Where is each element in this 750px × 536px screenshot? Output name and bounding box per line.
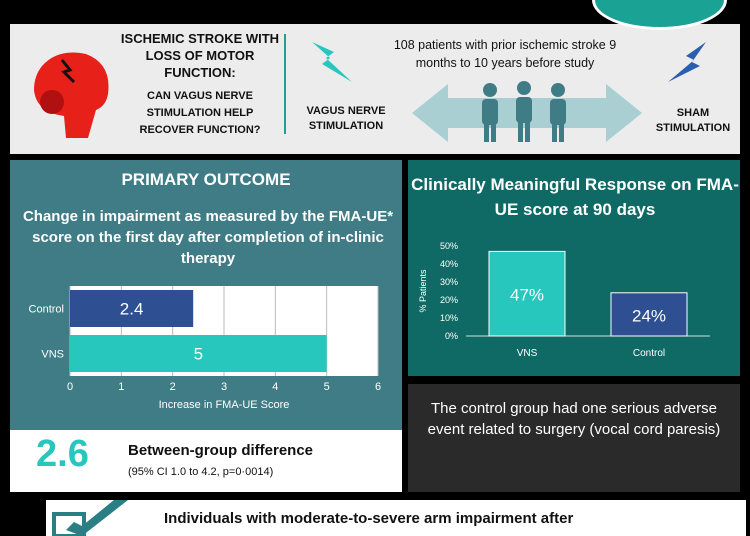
x-tick-label: 3 — [221, 381, 227, 393]
blue-lightning-icon — [668, 42, 706, 82]
randomization-arrow — [412, 81, 642, 142]
bar — [70, 335, 327, 372]
x-tick-label: 1 — [118, 381, 124, 393]
y-category-label: Control — [29, 304, 64, 316]
x-category-label: VNS — [517, 348, 538, 359]
bar — [488, 250, 566, 337]
x-tick-label: 5 — [324, 381, 330, 393]
difference-ci: (95% CI 1.0 to 4.2, p=0·0014) — [128, 466, 274, 478]
vns-arm-label: VAGUS NERVE STIMULATION — [306, 105, 386, 132]
bar-value-label: 24% — [632, 306, 666, 325]
primary-outcome-subtitle: Change in impairment as measured by the … — [22, 208, 394, 267]
response-panel — [408, 160, 740, 376]
y-tick-label: 10% — [440, 313, 458, 323]
x-tick-label: 2 — [170, 381, 176, 393]
x-axis-label: Increase in FMA-UE Score — [159, 399, 290, 411]
sham-arm-label: SHAM STIMULATION — [655, 107, 731, 134]
bar — [70, 290, 194, 327]
difference-value: 2.6 — [36, 433, 89, 475]
adverse-event-text: The control group had one serious advers… — [427, 400, 721, 438]
y-tick-label: 50% — [440, 241, 458, 251]
x-tick-label: 0 — [67, 381, 73, 393]
checkmark-icon — [52, 500, 128, 536]
primary-outcome-title: PRIMARY OUTCOME — [121, 170, 291, 189]
conclusion-text: Individuals with moderate-to-severe arm … — [164, 510, 574, 527]
bar-value-label: 2.4 — [120, 300, 144, 319]
response-chart: 0% 10% 20% 30% 40% 50% % Patients 47% VNS 24% Cont… — [418, 241, 710, 359]
conclusion-panel — [46, 500, 746, 536]
bar-value-label: 47% — [510, 286, 544, 305]
x-tick-label: 6 — [375, 381, 381, 393]
study-design-text: 108 patients with prior ischemic stroke … — [393, 38, 617, 70]
question-subtitle: CAN VAGUS NERVE STIMULATION HELP RECOVER… — [139, 90, 261, 136]
y-tick-label: 0% — [445, 331, 458, 341]
difference-panel — [10, 430, 402, 492]
brain-icon — [34, 52, 109, 138]
bar-value-label: 5 — [194, 345, 203, 364]
y-category-label: VNS — [41, 349, 64, 361]
response-title: Clinically Meaningful Response on FMA-UE… — [411, 175, 739, 219]
y-tick-label: 30% — [440, 277, 458, 287]
study-design-panel — [10, 24, 740, 154]
divider — [284, 34, 286, 134]
teal-lightning-icon — [312, 42, 352, 82]
primary-outcome-chart: 0 1 2 3 4 5 6 2.4 Control 5 VNS Increase in FMA-UE … — [29, 286, 381, 411]
x-category-label: Control — [633, 348, 665, 359]
x-tick-label: 4 — [272, 381, 278, 393]
y-axis-label: % Patients — [418, 269, 428, 313]
lightning-icon — [60, 59, 76, 84]
patients-icon — [482, 81, 566, 142]
adverse-event-panel — [408, 384, 740, 492]
y-tick-label: 20% — [440, 295, 458, 305]
difference-label: Between-group difference — [128, 442, 314, 459]
y-tick-label: 40% — [440, 259, 458, 269]
bar — [610, 292, 688, 337]
question-title: ISCHEMIC STROKE WITH LOSS OF MOTOR FUNCT… — [120, 31, 280, 80]
